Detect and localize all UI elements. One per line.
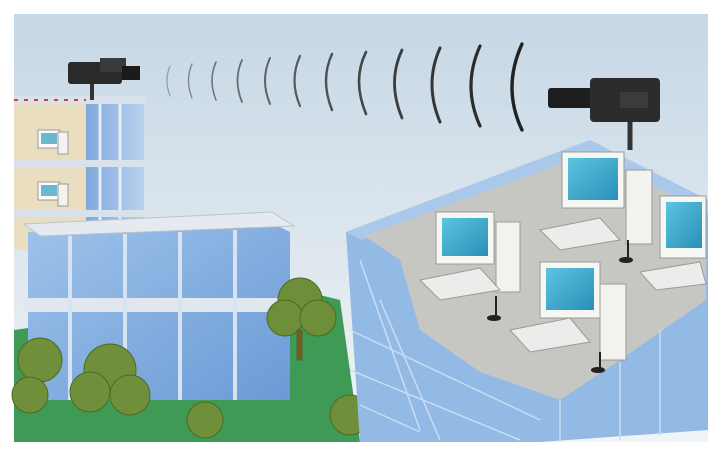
camera-icon xyxy=(548,78,660,150)
camera-icon xyxy=(68,58,140,100)
computer-icon xyxy=(509,261,627,361)
tree-icon xyxy=(266,277,337,361)
computer-icon xyxy=(538,151,653,251)
computer-icon xyxy=(418,211,521,301)
microphone-icon xyxy=(487,240,633,373)
wireless-signal xyxy=(166,42,524,132)
building-icon xyxy=(22,211,296,400)
computer-icon xyxy=(639,195,707,291)
